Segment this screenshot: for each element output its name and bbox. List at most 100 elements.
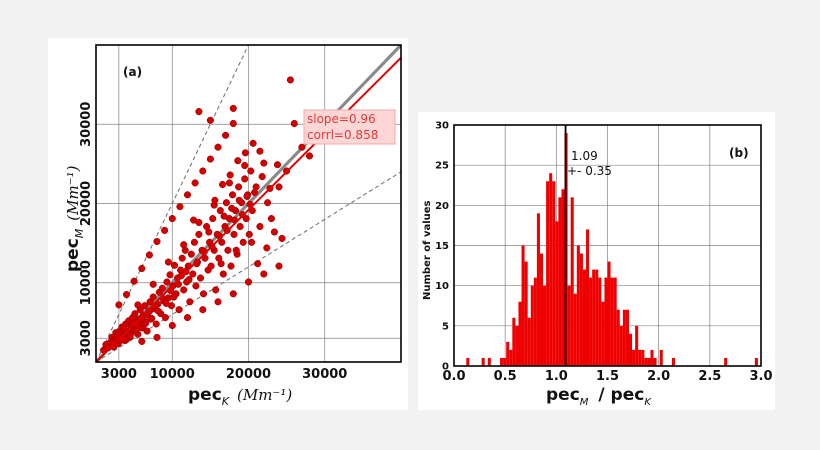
scatter-point-98 [247,167,255,175]
histogram-bar-10 [521,245,525,366]
scatter-point-83 [224,246,232,254]
histogram-bar-28 [576,245,580,366]
y-label-subscript: M [73,228,86,238]
scatter-point-204 [211,196,219,204]
scatter-point-164 [126,332,134,340]
scatter-point-103 [264,199,272,207]
histogram-bar-2 [487,357,491,366]
histogram-bar-18 [546,181,550,366]
ratio-label-divider: / pec [598,385,644,405]
scatter-point-90 [235,183,243,191]
histogram-bar-55 [671,357,676,366]
scatter-point-53 [178,254,186,262]
histogram-bar-26 [570,197,574,366]
histogram-bar-54 [659,349,663,366]
scatter-point-73 [209,215,217,223]
histogram-bar-51 [647,357,651,366]
histogram-bar-52 [650,349,654,366]
histogram-bar-36 [601,301,605,366]
scatter-point-117 [176,203,184,211]
panel-a-fit-annotation: slope=0.96 corrl=0.858 [303,109,396,145]
scatter-point-196 [273,161,282,169]
panel-a-x-axis-label: pecK (Mm⁻¹) [188,385,292,408]
scatter-point-208 [241,149,249,157]
scatter-point-191 [235,196,243,204]
histogram-bar-45 [628,333,633,366]
scatter-point-51 [175,306,183,314]
a-x-tick-0: 3000 [101,367,137,382]
b-x-tick-1: 0.5 [494,369,517,384]
b-y-tick-6: 30 [435,121,449,132]
panel-b-y-axis-label: Number of values [422,200,433,300]
y-label-unit: (Mm⁻¹) [64,165,82,220]
scatter-point-138 [260,270,268,278]
histogram-bar-46 [632,349,636,366]
b-x-tick-0: 0.0 [442,369,465,384]
scatter-point-120 [199,167,207,175]
scatter-point-105 [275,183,283,191]
panel-b-tag: (b) [729,146,749,160]
scatter-point-128 [229,104,237,112]
b-y-tick-3: 15 [435,241,449,252]
panel-a-y-tick-labels: 3000 10000 20000 30000 [79,102,94,357]
histogram-bar-42 [619,325,623,366]
scatter-point-126 [195,108,203,116]
scatter-point-188 [205,228,213,236]
scatter-point-137 [244,278,253,286]
ratio-label-subscript-k: K [644,397,652,408]
scatter-point-149 [190,216,198,224]
scatter-point-104 [267,215,275,223]
histogram-bar-34 [595,269,599,366]
histogram-bar-31 [586,229,590,366]
histogram-bar-3 [500,357,504,366]
a-y-tick-0: 3000 [79,320,94,356]
histogram-bar-40 [613,277,617,366]
scatter-point-61 [190,238,198,246]
histogram-bar-16 [539,253,544,366]
scatter-point-45 [166,271,174,279]
b-x-tick-2: 1.0 [545,369,568,384]
panel-a: 3000 10000 20000 30000 3000100002000030000 … [48,38,408,410]
scatter-point-134 [199,306,207,314]
histogram-bar-39 [610,277,614,366]
b-x-tick-4: 2.0 [647,369,670,384]
scatter-point-116 [168,215,176,223]
histogram-bar-9 [518,301,522,366]
scatter-point-110 [122,291,131,299]
scatter-point-113 [145,251,153,259]
histogram-bar-15 [536,213,540,366]
panel-b-x-axis-label: pecM / pecK [546,385,652,408]
fit-corr-label: corrl=0.858 [307,128,378,142]
scatter-point-67 [199,290,208,298]
b-y-tick-5: 25 [435,161,449,172]
scatter-point-30 [143,327,151,335]
histogram-bar-56 [724,357,728,366]
panel-a-axes-frame [95,44,402,363]
histogram-bar-50 [644,357,648,366]
a-y-tick-3: 30000 [79,102,94,147]
panel-a-x-tick-labels: 3000 10000 20000 30000 [101,367,348,382]
scatter-point-119 [191,179,199,187]
scatter-point-109 [305,152,314,160]
histogram-bar-43 [622,309,626,366]
scatter-point-142 [164,258,172,266]
scatter-point-146 [225,179,233,187]
scatter-point-107 [290,119,298,128]
scatter-point-193 [251,188,259,196]
scatter-point-133 [183,314,192,322]
histogram-bar-7 [512,317,516,366]
scatter-point-194 [258,173,266,181]
scatter-point-93 [239,238,247,246]
scatter-point-42 [161,314,169,322]
b-y-tick-0: 0 [442,362,449,373]
scatter-point-159 [147,315,155,323]
histogram-bar-57 [754,357,758,366]
scatter-point-86 [228,191,237,199]
b-x-tick-6: 3.0 [749,369,772,384]
panel-a-scatter-points [100,76,314,354]
y-label-main: pec [63,238,83,272]
histogram-bar-30 [582,269,587,366]
histogram-bar-6 [509,349,513,366]
scatter-point-203 [278,234,286,242]
